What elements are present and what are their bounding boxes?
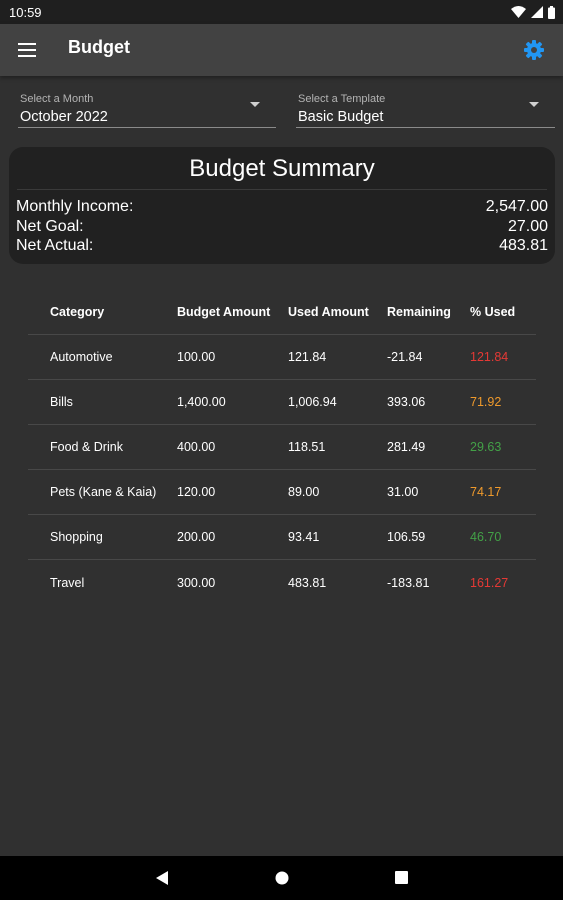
cell-budget: 400.00 xyxy=(177,440,216,454)
summary-title: Budget Summary xyxy=(189,155,375,182)
system-nav-bar xyxy=(0,856,563,900)
recents-icon[interactable] xyxy=(395,871,408,884)
summary-value: 2,547.00 xyxy=(485,198,548,215)
template-select[interactable]: Select a Template Basic Budget xyxy=(296,88,555,128)
cell-percent-used: 71.92 xyxy=(470,395,502,409)
cell-category: Food & Drink xyxy=(50,440,123,454)
table-row[interactable]: Shopping 200.00 93.41 106.59 46.70 xyxy=(28,515,536,560)
status-icons xyxy=(511,5,555,19)
page-title: Budget xyxy=(68,37,130,57)
summary-value: 483.81 xyxy=(499,237,548,254)
summary-label: Net Goal: xyxy=(16,218,84,235)
cell-budget: 200.00 xyxy=(177,530,216,544)
cell-remaining: 281.49 xyxy=(387,440,426,454)
cell-category: Bills xyxy=(50,395,73,409)
cell-remaining: -183.81 xyxy=(387,575,430,590)
column-header: Budget Amount xyxy=(177,305,271,319)
battery-icon xyxy=(548,5,555,19)
budget-table: Category Budget Amount Used Amount Remai… xyxy=(28,290,536,605)
app-bar: Budget xyxy=(0,24,563,76)
cell-used: 93.41 xyxy=(288,530,320,544)
template-select-label: Select a Template xyxy=(298,93,386,105)
menu-icon[interactable] xyxy=(17,41,37,59)
cell-budget: 100.00 xyxy=(177,350,216,364)
summary-row-income: Monthly Income: 2,547.00 xyxy=(16,198,548,218)
status-time: 10:59 xyxy=(9,4,42,20)
cell-budget: 1,400.00 xyxy=(177,395,226,409)
cell-used: 483.81 xyxy=(288,575,327,590)
column-header: Used Amount xyxy=(288,305,369,319)
wifi-icon xyxy=(511,6,526,18)
cell-used: 121.84 xyxy=(288,350,327,364)
cell-budget: 300.00 xyxy=(177,575,216,590)
cell-remaining: -21.84 xyxy=(387,350,423,364)
summary-label: Net Actual: xyxy=(16,237,94,254)
summary-row-net-actual: Net Actual: 483.81 xyxy=(16,237,548,257)
cell-category: Travel xyxy=(50,575,85,590)
cell-category: Shopping xyxy=(50,530,103,544)
template-select-value: Basic Budget xyxy=(298,109,384,125)
cell-category: Automotive xyxy=(50,350,113,364)
month-select-value: October 2022 xyxy=(20,109,108,125)
cell-percent-used: 46.70 xyxy=(470,530,502,544)
table-row[interactable]: Food & Drink 400.00 118.51 281.49 29.63 xyxy=(28,425,536,470)
month-select-label: Select a Month xyxy=(20,93,94,105)
month-select[interactable]: Select a Month October 2022 xyxy=(18,88,276,128)
cell-percent-used: 29.63 xyxy=(470,440,502,454)
cell-used: 1,006.94 xyxy=(288,395,337,409)
column-header: Remaining xyxy=(387,305,451,319)
table-row[interactable]: Travel 300.00 483.81 -183.81 161.27 xyxy=(28,560,536,605)
summary-value: 27.00 xyxy=(507,218,548,235)
summary-row-net-goal: Net Goal: 27.00 xyxy=(16,218,548,238)
cell-used: 118.51 xyxy=(288,440,326,454)
signal-icon xyxy=(531,6,543,18)
budget-summary-card: Budget Summary Monthly Income: 2,547.00 … xyxy=(9,147,555,264)
divider xyxy=(17,189,547,190)
cell-percent-used: 121.84 xyxy=(470,350,509,364)
cell-used: 89.00 xyxy=(288,485,320,499)
table-row[interactable]: Automotive 100.00 121.84 -21.84 121.84 xyxy=(28,335,536,380)
column-header: % Used xyxy=(470,305,516,319)
back-icon[interactable] xyxy=(155,870,169,886)
home-icon[interactable] xyxy=(275,871,289,885)
cell-remaining: 31.00 xyxy=(387,485,419,499)
summary-label: Monthly Income: xyxy=(16,198,134,215)
cell-budget: 120.00 xyxy=(177,485,216,499)
dropdown-arrow-icon xyxy=(529,102,539,107)
cell-percent-used: 74.17 xyxy=(470,485,502,499)
cell-remaining: 106.59 xyxy=(387,530,426,544)
column-header: Category xyxy=(50,305,105,319)
cell-category: Pets (Kane & Kaia) xyxy=(50,485,157,499)
dropdown-arrow-icon xyxy=(250,102,260,107)
table-row[interactable]: Bills 1,400.00 1,006.94 393.06 71.92 xyxy=(28,380,536,425)
table-header: Category Budget Amount Used Amount Remai… xyxy=(28,290,536,335)
gear-icon[interactable] xyxy=(522,38,546,62)
cell-remaining: 393.06 xyxy=(387,395,426,409)
status-bar: 10:59 xyxy=(0,0,563,24)
cell-percent-used: 161.27 xyxy=(470,575,509,590)
table-row[interactable]: Pets (Kane & Kaia) 120.00 89.00 31.00 74… xyxy=(28,470,536,515)
